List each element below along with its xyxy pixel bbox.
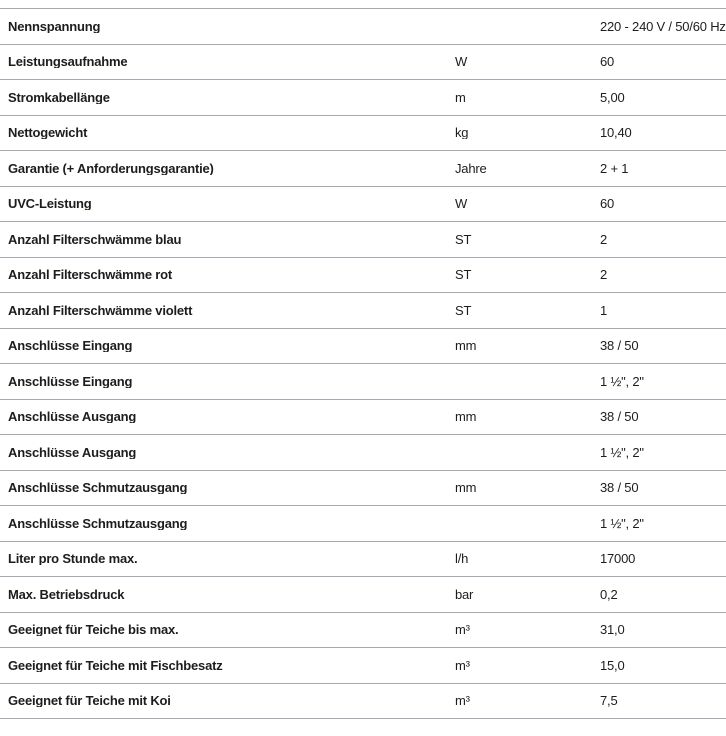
table-row: Anzahl Filterschwämme blau ST 2 [0, 221, 726, 257]
spec-label: Max. Betriebsdruck [8, 587, 125, 601]
spec-value: 38 / 50 [600, 339, 639, 353]
spec-value: 38 / 50 [600, 410, 639, 424]
table-row: Geeignet für Teiche mit Koi m³ 7,5 [0, 682, 726, 719]
spec-label: Liter pro Stunde max. [8, 552, 138, 566]
spec-unit: ST [455, 232, 472, 246]
spec-value: 1 ½", 2" [600, 374, 644, 388]
spec-unit: m [455, 90, 466, 104]
spec-unit: m³ [455, 694, 470, 708]
spec-unit: kg [455, 126, 469, 140]
spec-label: Leistungsaufnahme [8, 55, 128, 69]
spec-value: 1 ½", 2" [600, 516, 644, 530]
spec-label: Anschlüsse Eingang [8, 374, 133, 388]
spec-label: Geeignet für Teiche mit Fischbesatz [8, 658, 223, 672]
table-row: Garantie (+ Anforderungsgarantie) Jahre … [0, 150, 726, 186]
spec-table: Nennspannung 220 - 240 V / 50/60 Hz Leis… [0, 8, 726, 719]
spec-label: Stromkabellänge [8, 90, 110, 104]
table-row: Anschlüsse Ausgang 1 ½", 2" [0, 434, 726, 470]
spec-value: 17000 [600, 552, 636, 566]
spec-value: 60 [600, 55, 615, 69]
spec-label: Nettogewicht [8, 126, 88, 140]
spec-value: 31,0 [600, 623, 625, 637]
spec-label: Geeignet für Teiche mit Koi [8, 694, 171, 708]
spec-unit: mm [455, 410, 477, 424]
spec-unit: W [455, 55, 468, 69]
spec-value: 1 [600, 303, 608, 317]
spec-unit: m³ [455, 623, 470, 637]
spec-value: 60 [600, 197, 615, 211]
spec-value: 15,0 [600, 658, 625, 672]
spec-label: UVC-Leistung [8, 197, 92, 211]
spec-value: 2 + 1 [600, 161, 629, 175]
spec-unit: ST [455, 268, 472, 282]
table-row: Stromkabellänge m 5,00 [0, 79, 726, 115]
spec-label: Anschlüsse Ausgang [8, 445, 137, 459]
spec-value: 7,5 [600, 694, 618, 708]
table-row: Geeignet für Teiche bis max. m³ 31,0 [0, 611, 726, 648]
spec-unit: ST [455, 303, 472, 317]
table-row: Anschlüsse Schmutzausgang mm 38 / 50 [0, 469, 726, 506]
spec-label: Anzahl Filterschwämme blau [8, 232, 182, 246]
spec-label: Anschlüsse Schmutzausgang [8, 516, 188, 530]
spec-value: 10,40 [600, 126, 632, 140]
spec-label: Anzahl Filterschwämme rot [8, 268, 173, 282]
spec-value: 2 [600, 268, 608, 282]
spec-value: 2 [600, 232, 608, 246]
spec-value: 0,2 [600, 587, 618, 601]
spec-label: Anzahl Filterschwämme violett [8, 303, 193, 317]
spec-unit: bar [455, 587, 474, 601]
spec-value: 220 - 240 V / 50/60 Hz [600, 19, 726, 33]
table-row: Anschlüsse Ausgang mm 38 / 50 [0, 398, 726, 435]
spec-unit: m³ [455, 658, 470, 672]
spec-unit: W [455, 197, 468, 211]
spec-label: Geeignet für Teiche bis max. [8, 623, 179, 637]
spec-value: 5,00 [600, 90, 625, 104]
spec-label: Anschlüsse Eingang [8, 339, 133, 353]
table-row: Anschlüsse Eingang mm 38 / 50 [0, 327, 726, 364]
table-row: Anzahl Filterschwämme violett ST 1 [0, 292, 726, 328]
table-row: Nennspannung 220 - 240 V / 50/60 Hz [0, 8, 726, 44]
table-row: Liter pro Stunde max. l/h 17000 [0, 540, 726, 577]
spec-unit: mm [455, 339, 477, 353]
spec-label: Nennspannung [8, 19, 101, 33]
table-row: Leistungsaufnahme W 60 [0, 43, 726, 80]
table-row: Anschlüsse Schmutzausgang 1 ½", 2" [0, 505, 726, 541]
table-row: Geeignet für Teiche mit Fischbesatz m³ 1… [0, 647, 726, 683]
table-row: Max. Betriebsdruck bar 0,2 [0, 576, 726, 612]
table-row: UVC-Leistung W 60 [0, 185, 726, 222]
spec-unit: l/h [455, 552, 469, 566]
table-row: Anzahl Filterschwämme rot ST 2 [0, 256, 726, 293]
spec-label: Anschlüsse Schmutzausgang [8, 481, 188, 495]
table-row: Anschlüsse Eingang 1 ½", 2" [0, 363, 726, 399]
spec-label: Anschlüsse Ausgang [8, 410, 137, 424]
spec-label: Garantie (+ Anforderungsgarantie) [8, 161, 214, 175]
spec-value: 1 ½", 2" [600, 445, 644, 459]
spec-unit: mm [455, 481, 477, 495]
spec-unit: Jahre [455, 161, 487, 175]
table-row: Nettogewicht kg 10,40 [0, 114, 726, 151]
spec-value: 38 / 50 [600, 481, 639, 495]
